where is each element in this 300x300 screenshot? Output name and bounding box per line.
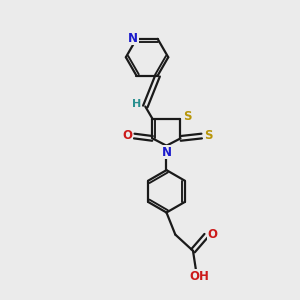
Text: H: H	[132, 99, 142, 109]
Text: O: O	[123, 129, 133, 142]
Text: N: N	[128, 32, 138, 45]
Text: OH: OH	[190, 270, 209, 283]
Text: S: S	[183, 110, 191, 123]
Text: S: S	[204, 129, 212, 142]
Text: N: N	[162, 146, 172, 159]
Text: O: O	[208, 227, 218, 241]
